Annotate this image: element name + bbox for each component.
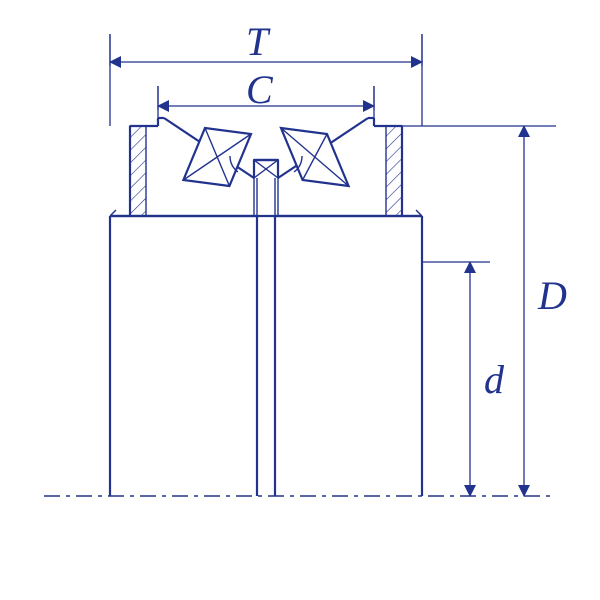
bearing-cross-section-diagram [0,0,600,600]
